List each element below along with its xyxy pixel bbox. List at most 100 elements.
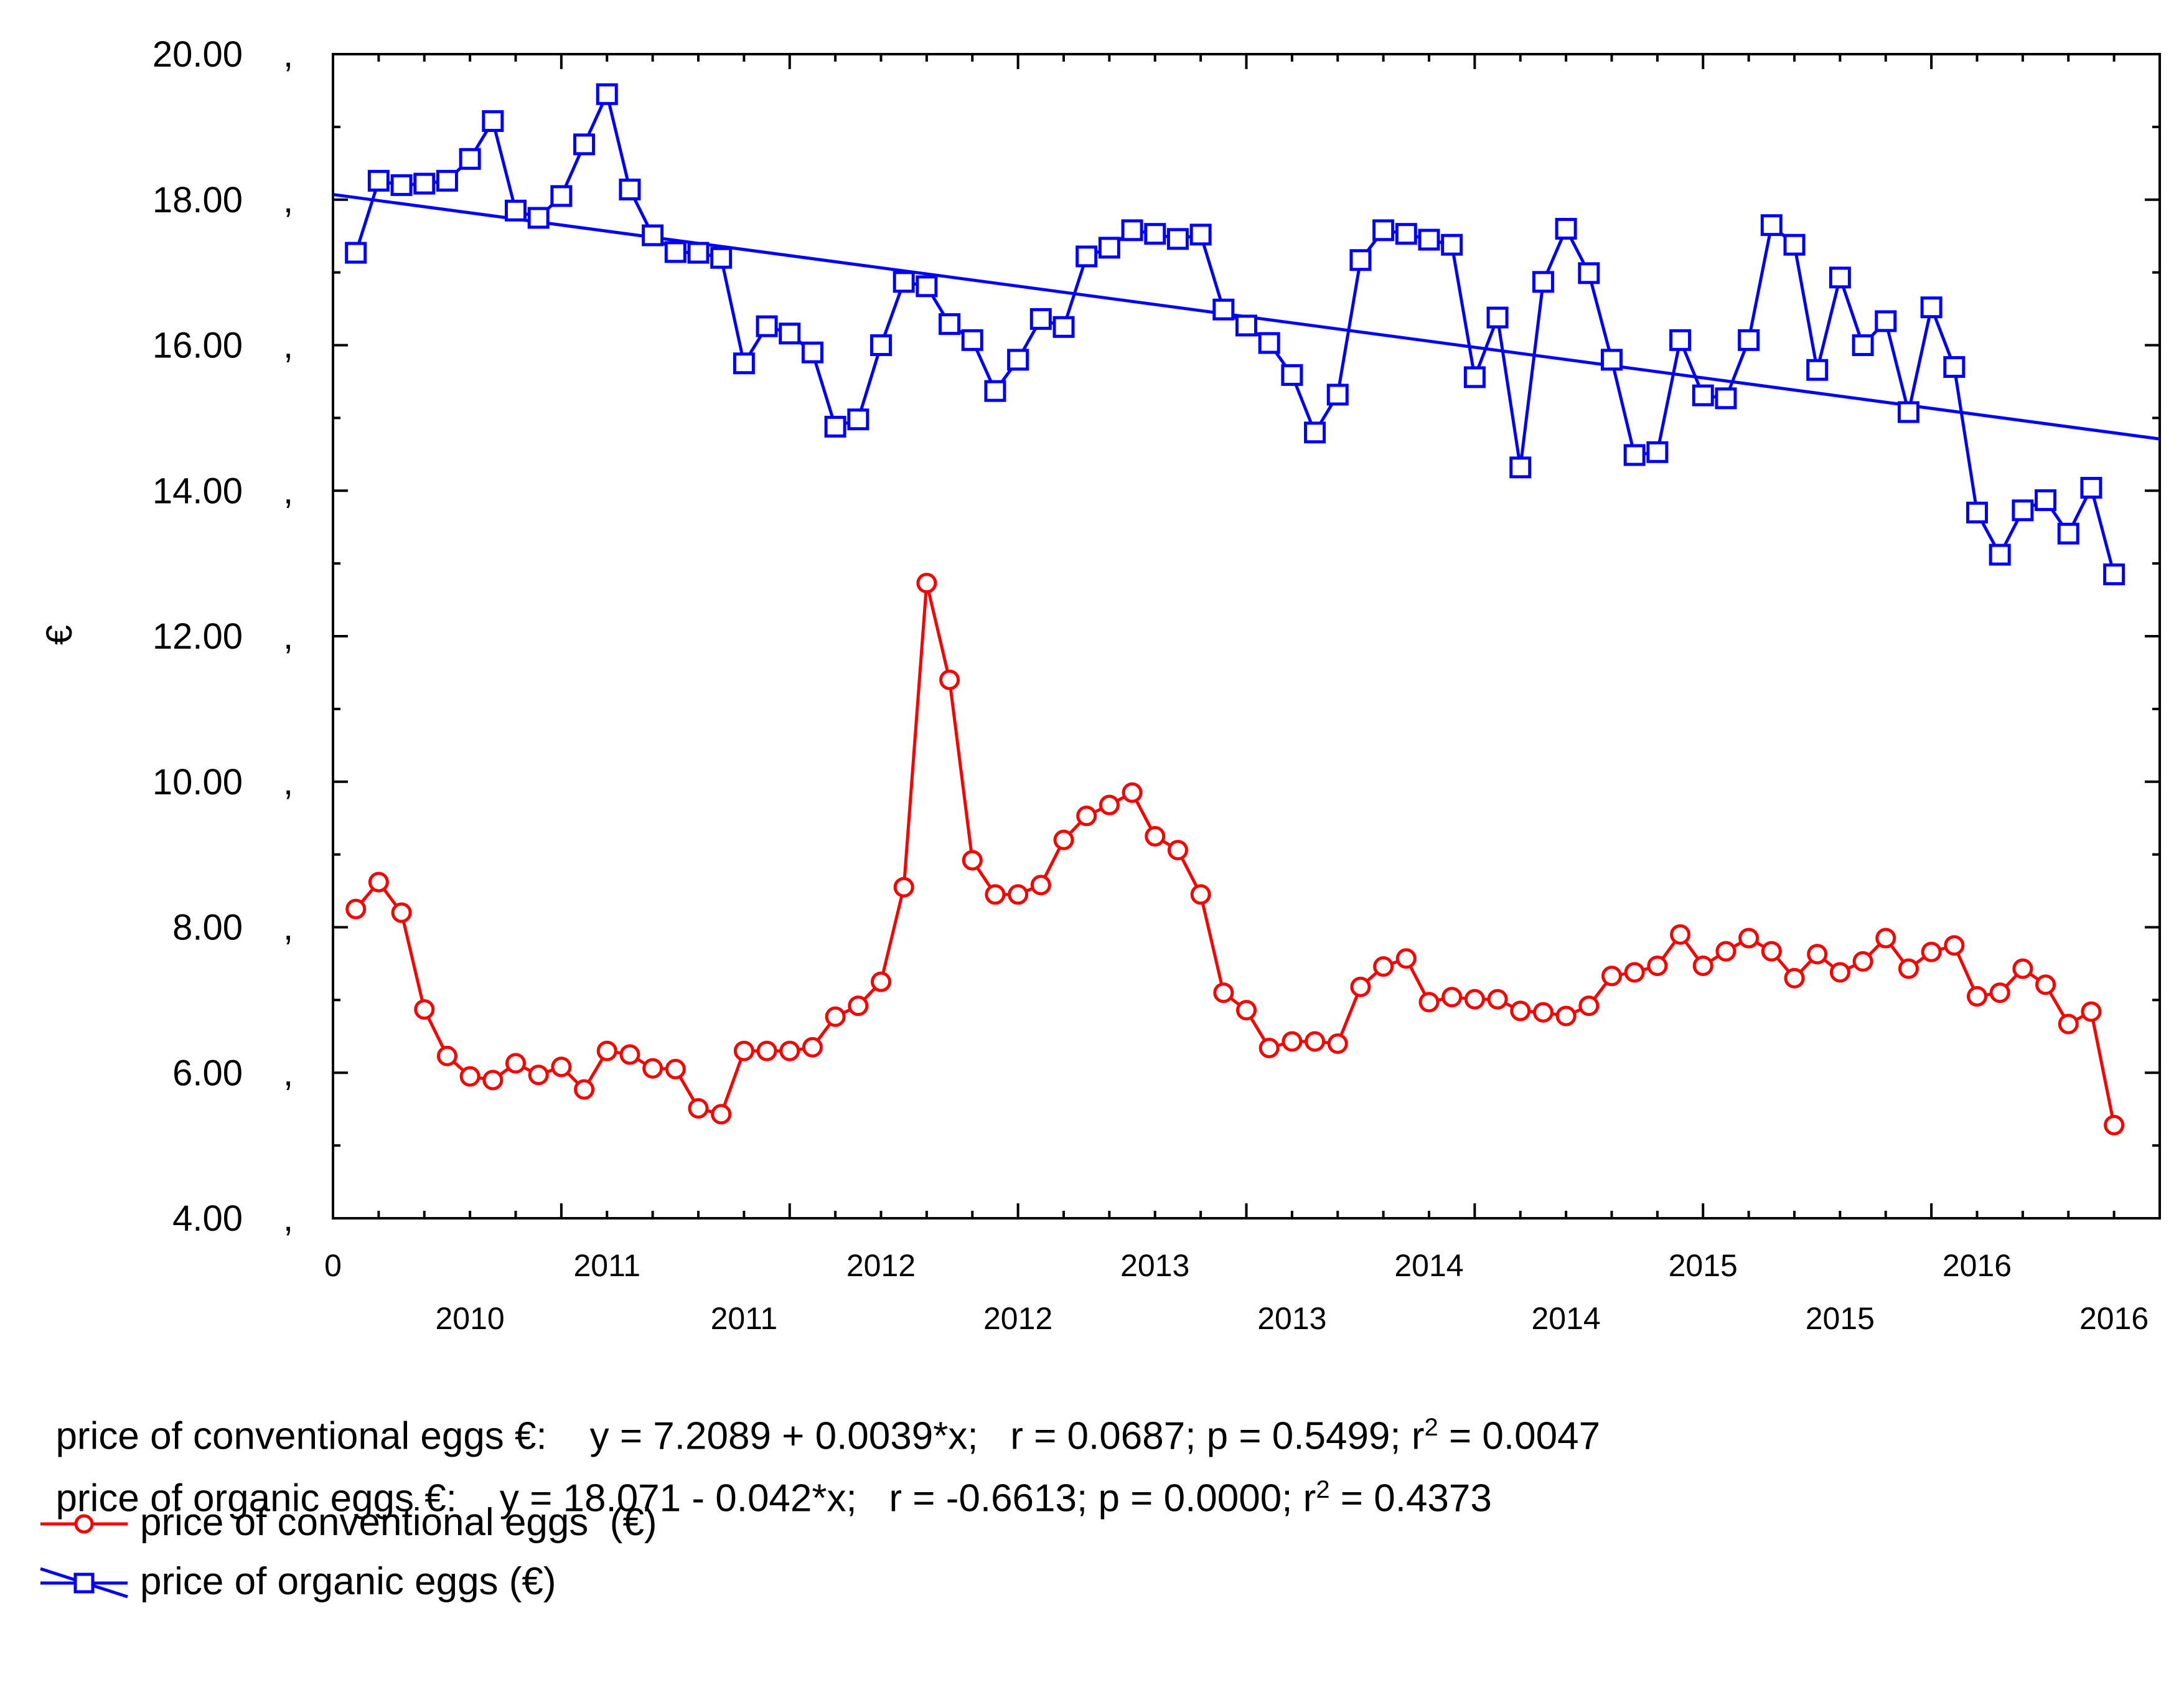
data-point bbox=[1875, 310, 1897, 332]
data-point bbox=[1281, 364, 1303, 386]
y-tick-label: 20.00 bbox=[152, 34, 243, 75]
y-tick-comma: , bbox=[283, 616, 293, 657]
y-tick-comma: , bbox=[283, 762, 293, 802]
data-point bbox=[368, 872, 389, 893]
x-tick-label-top: 2011 bbox=[573, 1248, 640, 1283]
data-point bbox=[984, 380, 1006, 402]
data-point bbox=[1236, 1000, 1257, 1021]
data-point bbox=[482, 1069, 504, 1091]
data-point bbox=[1190, 884, 1211, 905]
data-point bbox=[1989, 543, 2011, 566]
x-tick-label-top: 2015 bbox=[1669, 1248, 1738, 1283]
series-line bbox=[354, 92, 2116, 575]
data-point bbox=[1373, 956, 1394, 977]
data-point bbox=[1647, 955, 1668, 976]
data-point bbox=[1098, 237, 1120, 259]
data-point bbox=[664, 241, 687, 263]
data-point bbox=[939, 313, 961, 336]
data-point bbox=[390, 174, 413, 196]
data-point bbox=[779, 322, 801, 345]
y-tick-label: 4.00 bbox=[172, 1198, 243, 1239]
series-line bbox=[354, 581, 2116, 1126]
series-layer bbox=[345, 83, 2125, 1135]
data-point bbox=[1509, 456, 1532, 479]
data-point bbox=[505, 199, 527, 222]
data-point bbox=[436, 1045, 457, 1066]
data-point bbox=[1784, 967, 1805, 989]
data-point bbox=[1008, 884, 1029, 905]
stats-conventional-r2: = 0.0047 bbox=[1438, 1414, 1601, 1458]
data-point bbox=[414, 999, 435, 1020]
data-point bbox=[1212, 298, 1235, 321]
data-point bbox=[2103, 563, 2125, 586]
data-point bbox=[367, 169, 390, 192]
data-point bbox=[1372, 219, 1395, 242]
data-point bbox=[574, 1079, 595, 1100]
data-point bbox=[345, 898, 367, 919]
data-point bbox=[1235, 314, 1257, 337]
data-point bbox=[687, 242, 710, 264]
data-point bbox=[825, 1006, 846, 1027]
data-point bbox=[2012, 499, 2034, 522]
y-tick-comma: , bbox=[283, 908, 293, 948]
data-point bbox=[962, 850, 983, 871]
data-point bbox=[1305, 1031, 1326, 1052]
y-axis-ticks: 20.00, 18.00, 16.00, 14.00, 12.00, 10.00, 8.00… bbox=[152, 34, 2160, 1239]
data-point bbox=[1464, 989, 1485, 1010]
data-point bbox=[1167, 840, 1188, 861]
data-point bbox=[1943, 356, 1966, 378]
data-point bbox=[710, 247, 733, 269]
x-tick-label-top: 2013 bbox=[1120, 1248, 1189, 1283]
data-point bbox=[1166, 228, 1189, 250]
y-tick-label: 6.00 bbox=[172, 1053, 243, 1093]
data-point bbox=[1532, 271, 1554, 293]
y-tick-label: 16.00 bbox=[152, 326, 243, 366]
data-point bbox=[916, 275, 938, 298]
y-tick-comma: , bbox=[283, 471, 293, 511]
data-point bbox=[665, 1058, 686, 1079]
data-point bbox=[1213, 982, 1234, 1003]
data-point bbox=[893, 877, 914, 898]
data-point bbox=[1122, 782, 1143, 803]
data-point bbox=[1350, 976, 1371, 997]
data-point bbox=[482, 110, 504, 133]
data-point bbox=[1852, 334, 1874, 356]
data-point bbox=[619, 1044, 640, 1065]
stats-organic-r2: = 0.4373 bbox=[1329, 1477, 1492, 1520]
data-point bbox=[1486, 306, 1509, 329]
data-point bbox=[1783, 233, 1806, 256]
data-point bbox=[1760, 214, 1783, 237]
data-point bbox=[596, 83, 618, 105]
data-point bbox=[871, 971, 891, 992]
y-tick-label: 8.00 bbox=[172, 908, 243, 948]
x-tick-label-top: 2012 bbox=[846, 1248, 916, 1283]
data-point bbox=[1897, 401, 1919, 423]
data-point bbox=[1029, 308, 1052, 330]
data-point bbox=[573, 133, 596, 156]
data-point bbox=[642, 224, 664, 247]
legend-item-conventional: price of conventional eggs (€) bbox=[34, 1500, 843, 1550]
x-tick-label-top: 2014 bbox=[1394, 1248, 1463, 1283]
data-point bbox=[801, 341, 823, 364]
data-point bbox=[1076, 245, 1098, 268]
data-point bbox=[642, 1058, 663, 1079]
legend-swatch-organic bbox=[40, 1567, 128, 1599]
data-point bbox=[2081, 1001, 2102, 1022]
data-point bbox=[1441, 233, 1463, 256]
data-point bbox=[2058, 1013, 2079, 1035]
data-point bbox=[1282, 1031, 1303, 1052]
data-point bbox=[1555, 218, 1577, 240]
data-point bbox=[1921, 941, 1942, 962]
data-point bbox=[596, 1040, 617, 1061]
data-point bbox=[1555, 1005, 1577, 1027]
x-tick-label-bottom: 2013 bbox=[1257, 1301, 1326, 1336]
data-point bbox=[802, 1036, 823, 1058]
data-point bbox=[1875, 928, 1896, 949]
data-point bbox=[961, 329, 983, 351]
x-tick-label-top: 0 bbox=[324, 1248, 342, 1283]
x-tick-label-bottom: 2010 bbox=[436, 1301, 505, 1336]
data-point bbox=[1646, 441, 1669, 463]
data-point bbox=[459, 1066, 480, 1087]
data-point bbox=[733, 1040, 754, 1061]
data-point bbox=[391, 902, 412, 923]
